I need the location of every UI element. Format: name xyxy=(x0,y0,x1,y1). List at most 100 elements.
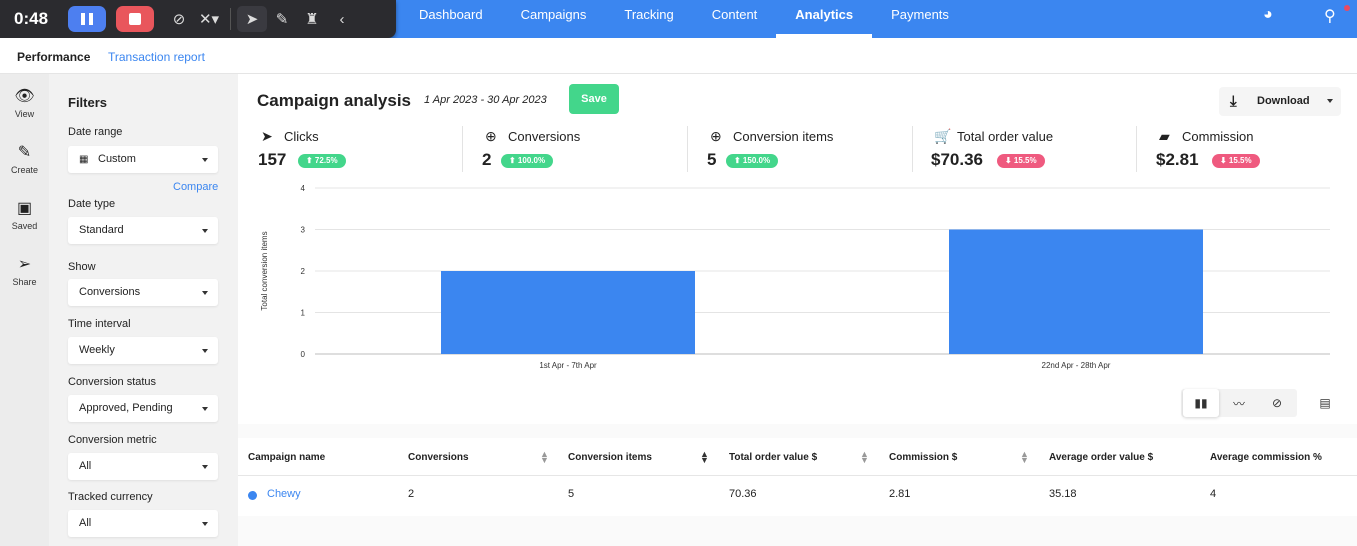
mic-off-icon[interactable]: ⊘ xyxy=(172,11,186,28)
conversion-metric-select[interactable]: All xyxy=(68,453,218,480)
date-range-select[interactable]: ▦ Custom xyxy=(68,146,218,173)
broom-icon[interactable]: ♜ xyxy=(305,11,319,28)
notification-dot xyxy=(1344,5,1350,11)
table-view-icon[interactable]: ▤ xyxy=(1319,396,1331,410)
chevron-left-icon[interactable]: ‹ xyxy=(339,10,345,28)
main-content: Campaign analysis 1 Apr 2023 - 30 Apr 20… xyxy=(238,74,1357,546)
column-header[interactable]: Commission $ xyxy=(889,452,958,463)
sort-icon[interactable]: ▲ ▼ xyxy=(700,449,709,465)
save-button[interactable]: Save xyxy=(569,84,619,114)
tab-transaction-report[interactable]: Transaction report xyxy=(108,50,205,64)
table-row: Chewy 2 5 70.36 2.81 35.18 4 xyxy=(238,476,1357,516)
show-select[interactable]: Conversions xyxy=(68,279,218,306)
stop-recording-button[interactable] xyxy=(116,6,154,32)
metric-change-badge: ⬆ 100.0% xyxy=(501,154,554,168)
metric-commission: ▰ Commission $2.81 ⬇ 15.5% xyxy=(1156,128,1357,176)
tracked-currency-label: Tracked currency xyxy=(68,491,153,503)
metric-value: $70.36 xyxy=(931,150,983,169)
column-header[interactable]: Average commission % xyxy=(1210,452,1322,463)
column-header[interactable]: Average order value $ xyxy=(1049,452,1154,463)
metric-change-badge: ⬆ 72.5% xyxy=(298,154,346,168)
metric-label: Total order value xyxy=(957,129,1054,144)
y-tick-label: 0 xyxy=(301,350,306,359)
pause-recording-button[interactable] xyxy=(68,6,106,32)
hide-chart-icon[interactable]: ⊘ xyxy=(1271,396,1283,410)
nav-payments[interactable]: Payments xyxy=(891,7,949,22)
time-interval-select[interactable]: Weekly xyxy=(68,337,218,364)
nav-analytics[interactable]: Analytics xyxy=(776,0,873,38)
rail-saved-label: Saved xyxy=(11,221,38,231)
conversion-metric-value: All xyxy=(79,460,92,472)
nav-tracking[interactable]: Tracking xyxy=(624,7,674,22)
pen-icon[interactable]: ✎ xyxy=(275,11,289,28)
sort-icon[interactable]: ▲ ▼ xyxy=(860,449,869,465)
metric-value: 157 xyxy=(258,150,287,169)
tracked-currency-select[interactable]: All xyxy=(68,510,218,537)
tab-performance[interactable]: Performance xyxy=(17,50,91,64)
metric-divider xyxy=(1136,126,1137,172)
rail-create-label: Create xyxy=(10,165,38,175)
rail-create[interactable]: ✎ Create xyxy=(0,142,49,175)
download-button[interactable]: ⤓ Download xyxy=(1219,87,1341,116)
bar xyxy=(949,229,1203,354)
nav-dashboard[interactable]: Dashboard xyxy=(419,7,483,22)
recording-timer: 0:48 xyxy=(14,9,49,28)
cursor-off-icon[interactable]: ✕▾ xyxy=(198,11,220,28)
floppy-disk-icon: ▣ xyxy=(16,200,33,217)
download-icon: ⤓ xyxy=(1230,93,1237,110)
profile-icon[interactable]: ◕ xyxy=(1263,6,1273,23)
chevron-down-icon xyxy=(202,465,208,469)
lightbulb-icon[interactable]: ⚲ xyxy=(1324,8,1336,25)
column-header[interactable]: Total order value $ xyxy=(729,452,818,463)
table-cell: 2.81 xyxy=(889,488,911,500)
metric-divider xyxy=(912,126,913,172)
show-value: Conversions xyxy=(79,286,141,298)
toolbar-divider xyxy=(230,8,231,30)
rail-saved[interactable]: ▣ Saved xyxy=(0,198,49,231)
rail-view[interactable]: 👁 View xyxy=(0,86,49,119)
rail-share[interactable]: ➢ Share xyxy=(0,254,49,287)
arrow-up-circle-icon: ⊕ xyxy=(485,128,497,144)
conversion-status-label: Conversion status xyxy=(68,376,157,388)
filters-panel: Filters Date range ▦ Custom Compare Date… xyxy=(49,74,238,546)
bar-chart-icon[interactable]: ▮▮ xyxy=(1183,389,1219,417)
conversion-status-select[interactable]: Approved, Pending xyxy=(68,395,218,422)
conversion-status-value: Approved, Pending xyxy=(79,402,173,414)
nav-content[interactable]: Content xyxy=(711,7,758,22)
compare-link[interactable]: Compare xyxy=(173,181,219,193)
table-cell: 70.36 xyxy=(729,488,757,500)
y-tick-label: 3 xyxy=(301,226,306,235)
tracked-currency-value: All xyxy=(79,517,92,529)
shopping-cart-icon: 🛒 xyxy=(934,128,952,144)
main-nav: Dashboard Campaigns Tracking Content Ana… xyxy=(400,0,968,38)
table-cell: 35.18 xyxy=(1049,488,1077,500)
campaign-name-link[interactable]: Chewy xyxy=(267,488,301,500)
y-tick-label: 1 xyxy=(301,309,306,318)
sort-icon[interactable]: ▲ ▼ xyxy=(1020,449,1029,465)
line-chart-icon[interactable]: 〰 xyxy=(1232,396,1245,411)
icon-rail: 👁 View ✎ Create ▣ Saved ➢ Share xyxy=(0,74,49,546)
column-header[interactable]: Conversions xyxy=(408,452,469,463)
x-tick-label: 22nd Apr - 28th Apr xyxy=(1042,361,1111,370)
download-label: Download xyxy=(1257,95,1310,107)
metric-conversions: ⊕ Conversions 2 ⬆ 100.0% xyxy=(482,128,706,176)
metric-change-badge: ⬆ 150.0% xyxy=(726,154,779,168)
date-range-text: 1 Apr 2023 - 30 Apr 2023 xyxy=(424,94,547,106)
date-type-select[interactable]: Standard xyxy=(68,217,218,244)
chevron-down-icon xyxy=(202,407,208,411)
page-title: Campaign analysis xyxy=(257,91,412,110)
metric-label: Conversion items xyxy=(733,129,834,144)
y-tick-label: 2 xyxy=(301,267,306,276)
y-axis-label: Total conversion items xyxy=(260,231,269,310)
column-header[interactable]: Conversion items xyxy=(568,452,652,463)
pointer-icon[interactable]: ➤ xyxy=(237,6,267,32)
sort-icon[interactable]: ▲ ▼ xyxy=(540,449,549,465)
table-header: Campaign name Conversions ▲ ▼ Conversion … xyxy=(238,438,1357,476)
chevron-down-icon xyxy=(1327,99,1333,103)
y-tick-label: 4 xyxy=(301,184,306,193)
date-range-value: Custom xyxy=(98,153,136,165)
nav-campaigns[interactable]: Campaigns xyxy=(520,7,587,22)
rail-share-label: Share xyxy=(12,277,37,287)
metric-value: 5 xyxy=(707,150,717,169)
column-header[interactable]: Campaign name xyxy=(248,452,326,463)
